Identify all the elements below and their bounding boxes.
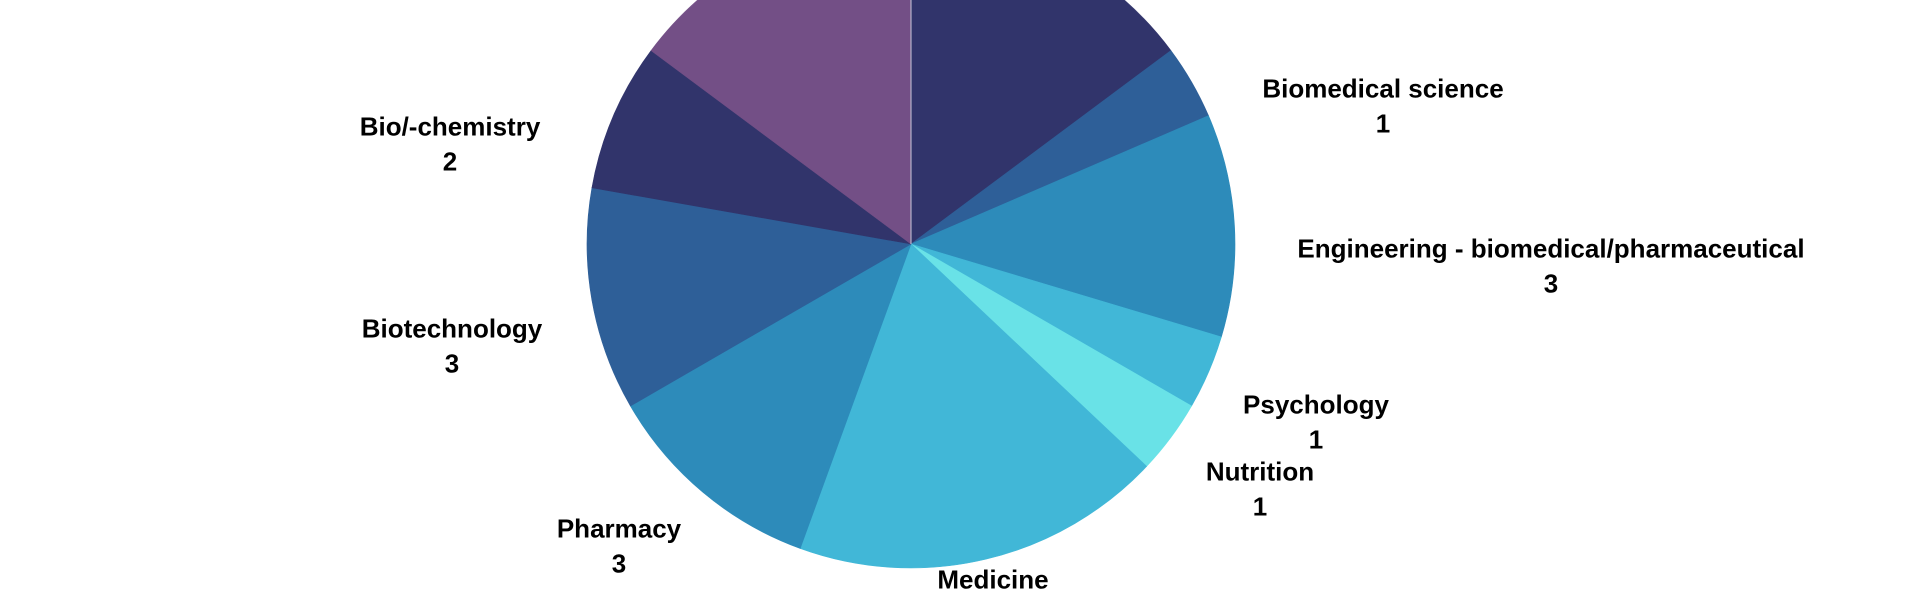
data-label-value: 3 [445, 349, 459, 379]
data-label-value: 1 [1309, 425, 1323, 455]
data-label-value: 1 [1376, 109, 1390, 139]
data-label-name: Bio/-chemistry [360, 112, 541, 142]
data-label-value: 3 [1544, 269, 1558, 299]
pie-slice-pharmacy [630, 243, 912, 549]
pie-slice-bio-chemistry [591, 50, 912, 245]
data-label-name: Biomedical science [1262, 74, 1503, 104]
data-label-name: Biotechnology [362, 314, 543, 344]
data-label-value: 3 [612, 549, 626, 579]
pie-slice-unlabeled-9 [650, 0, 912, 245]
pie-data-labels: Biomedical science 1 Engineering - biomedi… [360, 74, 1805, 600]
data-label-name: Engineering - biomedical/pharmaceutical [1297, 234, 1804, 264]
pie-slice-biotechnology [586, 187, 912, 407]
data-label-value: 2 [443, 147, 457, 177]
pie-slices [586, 0, 1236, 569]
data-label-name: Pharmacy [557, 514, 682, 544]
data-label-name: Psychology [1243, 390, 1389, 420]
data-label-name: Nutrition [1206, 457, 1314, 487]
pie-slice-medicine [799, 243, 1148, 569]
data-label-value: 1 [1253, 492, 1267, 522]
pie-slice-engineering-biomedical-pharmaceutical [910, 115, 1236, 338]
pie-slice-unlabeled-0 [910, 0, 1172, 245]
data-label-name: Medicine [937, 565, 1048, 595]
